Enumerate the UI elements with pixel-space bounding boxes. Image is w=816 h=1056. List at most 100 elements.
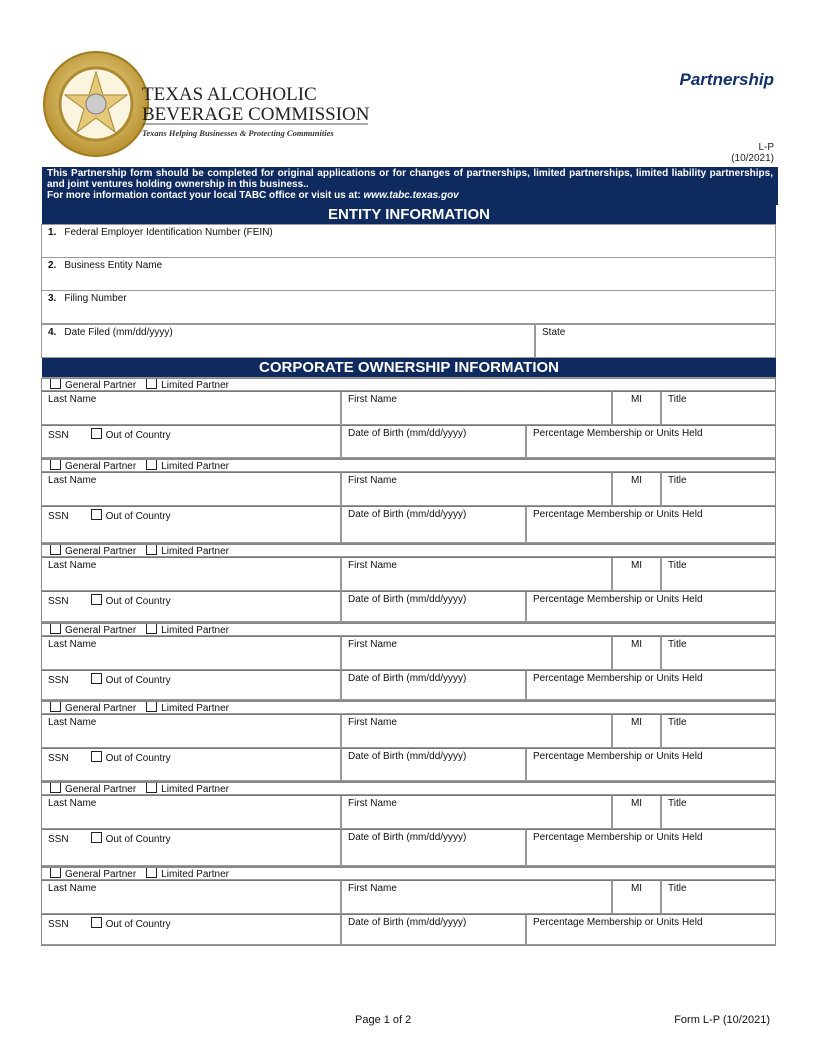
- form-code-id: L-P: [758, 142, 774, 153]
- limited-partner-label: Limited Partner: [161, 380, 229, 391]
- field-number: 2.: [48, 260, 57, 271]
- ssn-label: SSN: [48, 834, 69, 845]
- mi-label: MI: [630, 883, 643, 894]
- first-name-label: First Name: [348, 394, 397, 405]
- title-label: Title: [668, 639, 687, 650]
- mi-field[interactable]: MI: [612, 557, 661, 591]
- out-of-country-checkbox[interactable]: [90, 832, 102, 843]
- general-partner-label: General Partner: [65, 546, 137, 557]
- first-name-label: First Name: [348, 560, 397, 571]
- title-label: Title: [668, 560, 687, 571]
- dob-label: Date of Birth (mm/dd/yyyy): [348, 673, 467, 684]
- general-partner-label: General Partner: [65, 380, 137, 391]
- tabc-link[interactable]: www.tabc.texas.gov: [363, 190, 459, 201]
- logo-name-2: BEVERAGE COMMISSION: [142, 104, 370, 125]
- mi-field[interactable]: MI: [612, 636, 661, 670]
- first-name-label: First Name: [348, 798, 397, 809]
- entity-field-1[interactable]: 1. Federal Employer Identification Number…: [41, 224, 776, 258]
- state-label: State: [542, 327, 566, 338]
- mi-label: MI: [630, 639, 643, 650]
- dob-field[interactable]: Date of Birth (mm/dd/yyyy): [341, 748, 526, 781]
- dob-field[interactable]: Date of Birth (mm/dd/yyyy): [341, 829, 526, 866]
- tabc-logo: TEXAS ALCOHOLIC BEVERAGE COMMISSION Texa…: [42, 48, 372, 160]
- out-of-country-label: Out of Country: [105, 834, 171, 845]
- entity-header: ENTITY INFORMATION: [42, 205, 776, 225]
- ssn-label: SSN: [48, 511, 69, 522]
- limited-partner-label: Limited Partner: [161, 625, 229, 636]
- last-name-label: Last Name: [48, 560, 97, 571]
- out-of-country-label: Out of Country: [105, 430, 171, 441]
- limited-partner-label: Limited Partner: [161, 784, 229, 795]
- title-label: Title: [668, 798, 687, 809]
- limited-partner-label: Limited Partner: [161, 461, 229, 472]
- entity-field-2[interactable]: 2. Business Entity Name: [41, 257, 776, 291]
- first-name-field[interactable]: First Name: [341, 714, 612, 748]
- first-name-field[interactable]: First Name: [341, 636, 612, 670]
- mi-field[interactable]: MI: [612, 472, 661, 506]
- first-name-label: First Name: [348, 475, 397, 486]
- first-name-label: First Name: [348, 883, 397, 894]
- entity-field-4[interactable]: 4. Date Filed (mm/dd/yyyy): [41, 324, 535, 358]
- out-of-country-checkbox[interactable]: [90, 428, 102, 439]
- mi-label: MI: [630, 560, 643, 571]
- intro-box: This Partnership form should be complete…: [42, 167, 778, 205]
- general-partner-label: General Partner: [65, 461, 137, 472]
- form-code: L-P (10/2021): [731, 142, 774, 164]
- last-name-label: Last Name: [48, 639, 97, 650]
- entity-field-3[interactable]: 3. Filing Number: [41, 290, 776, 324]
- partner-block: [41, 701, 776, 782]
- logo-name-1: TEXAS ALCOHOLIC: [142, 84, 317, 105]
- partner-block: [41, 544, 776, 623]
- out-of-country-checkbox[interactable]: [90, 751, 102, 762]
- dob-field[interactable]: Date of Birth (mm/dd/yyyy): [341, 670, 526, 700]
- field-label: Filing Number: [64, 293, 127, 304]
- out-of-country-checkbox[interactable]: [90, 673, 102, 684]
- first-name-field[interactable]: First Name: [341, 557, 612, 591]
- footer-form-id: Form L-P (10/2021): [674, 1014, 770, 1026]
- field-number: 3.: [48, 293, 57, 304]
- field-number: 1.: [48, 227, 57, 238]
- intro-contact-text: For more information contact your local …: [47, 190, 364, 201]
- mi-field[interactable]: MI: [612, 714, 661, 748]
- limited-partner-label: Limited Partner: [161, 703, 229, 714]
- partner-block: [41, 459, 776, 544]
- dob-label: Date of Birth (mm/dd/yyyy): [348, 509, 467, 520]
- mi-label: MI: [630, 717, 643, 728]
- partner-block: [41, 782, 776, 867]
- form-code-date: (10/2021): [731, 153, 774, 164]
- out-of-country-label: Out of Country: [105, 753, 171, 764]
- mi-label: MI: [630, 475, 643, 486]
- mi-field[interactable]: MI: [612, 795, 661, 829]
- state-field[interactable]: State: [535, 324, 776, 358]
- field-label: Date Filed (mm/dd/yyyy): [64, 327, 173, 338]
- field-label: Business Entity Name: [64, 260, 163, 271]
- ssn-label: SSN: [48, 430, 69, 441]
- first-name-field[interactable]: First Name: [341, 880, 612, 914]
- out-of-country-checkbox[interactable]: [90, 594, 102, 605]
- partner-block: [41, 623, 776, 701]
- partner-block: [41, 867, 776, 946]
- last-name-label: Last Name: [48, 394, 97, 405]
- title-label: Title: [668, 394, 687, 405]
- first-name-field[interactable]: First Name: [341, 795, 612, 829]
- out-of-country-label: Out of Country: [105, 511, 171, 522]
- out-of-country-checkbox[interactable]: [90, 917, 102, 928]
- dob-field[interactable]: Date of Birth (mm/dd/yyyy): [341, 506, 526, 543]
- dob-field[interactable]: Date of Birth (mm/dd/yyyy): [341, 914, 526, 945]
- partner-block: [41, 378, 776, 459]
- last-name-label: Last Name: [48, 475, 97, 486]
- dob-field[interactable]: Date of Birth (mm/dd/yyyy): [341, 425, 526, 458]
- title-label: Title: [668, 475, 687, 486]
- first-name-field[interactable]: First Name: [341, 472, 612, 506]
- mi-field[interactable]: MI: [612, 391, 661, 425]
- first-name-field[interactable]: First Name: [341, 391, 612, 425]
- out-of-country-checkbox[interactable]: [90, 509, 102, 520]
- dob-field[interactable]: Date of Birth (mm/dd/yyyy): [341, 591, 526, 622]
- mi-field[interactable]: MI: [612, 880, 661, 914]
- ssn-label: SSN: [48, 675, 69, 686]
- ssn-label: SSN: [48, 753, 69, 764]
- general-partner-label: General Partner: [65, 869, 137, 880]
- dob-label: Date of Birth (mm/dd/yyyy): [348, 428, 467, 439]
- document-title: Partnership: [679, 70, 774, 89]
